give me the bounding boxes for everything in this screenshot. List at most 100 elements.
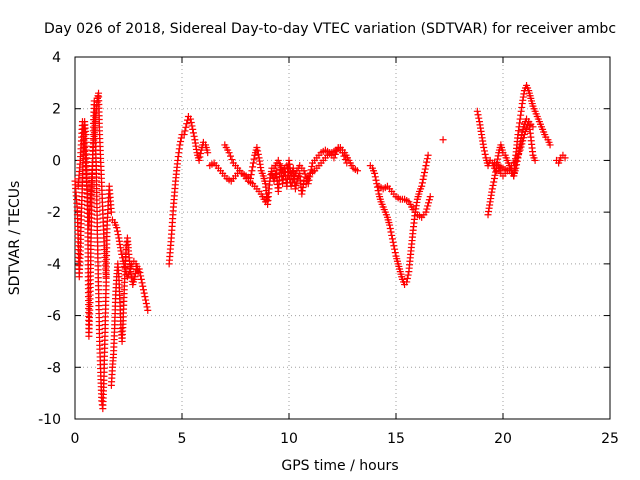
y-tick-label: -6 (47, 309, 61, 325)
data-point (143, 303, 151, 311)
data-point (304, 180, 312, 188)
data-point (513, 153, 521, 161)
data-point (274, 156, 282, 164)
data-point (481, 150, 489, 158)
data-point (176, 141, 184, 149)
data-point (118, 254, 126, 262)
data-point (292, 181, 300, 189)
data-point (137, 272, 145, 280)
data-point (520, 134, 528, 142)
data-point (529, 123, 537, 131)
data-point (196, 153, 204, 161)
data-point (389, 238, 397, 246)
data-point (490, 178, 498, 186)
data-point (517, 143, 525, 151)
data-point (183, 120, 191, 128)
data-point (488, 185, 496, 193)
data-point (187, 115, 195, 123)
data-point (307, 166, 315, 174)
data-point (181, 127, 189, 135)
data-point (189, 125, 197, 133)
data-point (276, 160, 284, 168)
data-point (182, 123, 190, 131)
data-point (512, 164, 520, 172)
data-point (480, 144, 488, 151)
data-point (114, 231, 122, 239)
data-point (227, 152, 235, 160)
grid-layer (75, 57, 610, 419)
x-tick-label: 0 (71, 431, 80, 447)
y-tick-label: 4 (52, 50, 61, 66)
data-point (524, 121, 532, 129)
data-point (250, 155, 258, 163)
data-point (144, 306, 152, 314)
y-tick-label: 0 (52, 153, 61, 169)
data-point (341, 156, 349, 164)
data-point (139, 282, 147, 290)
data-point (419, 175, 427, 183)
data-point (204, 149, 212, 157)
data-point (142, 300, 150, 308)
data-point (390, 242, 398, 250)
data-point (425, 199, 433, 207)
data-point (188, 122, 196, 130)
data-point (391, 245, 399, 253)
data-point (404, 271, 412, 279)
data-point (138, 279, 146, 287)
data-point (301, 170, 309, 178)
y-tick-label: -4 (47, 257, 61, 273)
data-point (388, 231, 396, 239)
data-point (425, 196, 433, 204)
data-point (523, 124, 531, 132)
data-point (140, 289, 148, 297)
x-axis-title: GPS time / hours (281, 458, 398, 474)
data-point (422, 162, 430, 170)
data-point (300, 167, 308, 175)
data-point (519, 137, 527, 145)
data-point (546, 141, 554, 149)
data-point (340, 152, 348, 160)
data-point (423, 205, 431, 213)
data-point (197, 150, 205, 158)
data-point (343, 159, 351, 167)
y-tick-label: -8 (47, 360, 61, 376)
data-point (518, 140, 526, 148)
data-point (102, 273, 110, 281)
data-point (371, 173, 379, 181)
data-point (177, 137, 185, 145)
x-tick-label: 15 (387, 431, 405, 447)
data-point (512, 156, 520, 164)
data-point (421, 168, 429, 176)
data-point (520, 131, 528, 139)
data-point (184, 116, 192, 124)
data-point (190, 132, 198, 140)
data-point (331, 150, 339, 158)
data-point (141, 293, 149, 301)
data-point (515, 150, 523, 158)
data-point (330, 154, 338, 162)
data-point (480, 147, 488, 155)
data-point (531, 156, 539, 164)
data-point (248, 167, 256, 175)
data-point (228, 156, 236, 164)
data-point (423, 158, 431, 166)
data-point (247, 171, 255, 179)
data-point (142, 296, 150, 304)
data-point (420, 172, 428, 180)
x-tick-label: 25 (601, 431, 619, 447)
data-point (372, 176, 380, 184)
data-point (426, 193, 434, 201)
data-point (371, 169, 379, 177)
data-point (246, 175, 254, 183)
y-tick-label: 2 (52, 102, 61, 118)
x-tick-label: 20 (494, 431, 512, 447)
data-point (473, 107, 481, 115)
data-point (113, 224, 121, 232)
data-point (134, 268, 142, 276)
data-point (516, 146, 524, 154)
data-point (561, 154, 569, 162)
data-point (107, 208, 115, 216)
data-point (180, 131, 188, 139)
data-point (418, 179, 426, 187)
